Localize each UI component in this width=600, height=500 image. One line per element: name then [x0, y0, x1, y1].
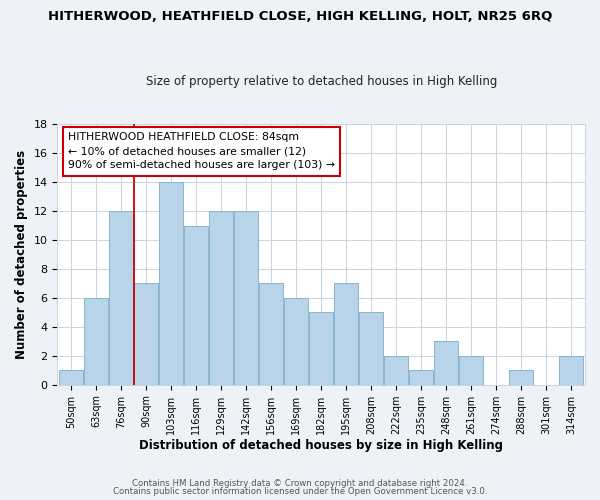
- Text: HITHERWOOD, HEATHFIELD CLOSE, HIGH KELLING, HOLT, NR25 6RQ: HITHERWOOD, HEATHFIELD CLOSE, HIGH KELLI…: [48, 10, 552, 23]
- Y-axis label: Number of detached properties: Number of detached properties: [15, 150, 28, 359]
- Bar: [509, 370, 533, 384]
- Bar: [434, 342, 458, 384]
- Bar: [460, 356, 483, 384]
- Bar: [159, 182, 183, 384]
- X-axis label: Distribution of detached houses by size in High Kelling: Distribution of detached houses by size …: [139, 440, 503, 452]
- Bar: [235, 211, 258, 384]
- Bar: [385, 356, 408, 384]
- Bar: [59, 370, 83, 384]
- Bar: [310, 312, 333, 384]
- Bar: [184, 226, 208, 384]
- Bar: [109, 211, 133, 384]
- Bar: [334, 284, 358, 384]
- Text: HITHERWOOD HEATHFIELD CLOSE: 84sqm
← 10% of detached houses are smaller (12)
90%: HITHERWOOD HEATHFIELD CLOSE: 84sqm ← 10%…: [68, 132, 335, 170]
- Bar: [259, 284, 283, 384]
- Bar: [359, 312, 383, 384]
- Bar: [134, 284, 158, 384]
- Bar: [559, 356, 583, 384]
- Title: Size of property relative to detached houses in High Kelling: Size of property relative to detached ho…: [146, 76, 497, 88]
- Bar: [84, 298, 108, 384]
- Bar: [409, 370, 433, 384]
- Bar: [284, 298, 308, 384]
- Bar: [209, 211, 233, 384]
- Text: Contains public sector information licensed under the Open Government Licence v3: Contains public sector information licen…: [113, 487, 487, 496]
- Text: Contains HM Land Registry data © Crown copyright and database right 2024.: Contains HM Land Registry data © Crown c…: [132, 478, 468, 488]
